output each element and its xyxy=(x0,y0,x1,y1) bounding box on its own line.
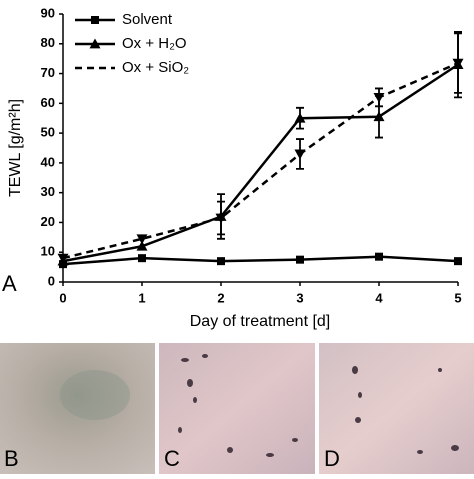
y-tick-label: 10 xyxy=(41,244,55,259)
marker xyxy=(217,257,225,266)
x-tick-label: 2 xyxy=(217,290,224,305)
marker xyxy=(136,234,148,245)
x-tick-label: 0 xyxy=(59,290,66,305)
series-line xyxy=(62,63,459,263)
legend-label: Ox + SiO₂ xyxy=(122,59,189,76)
marker xyxy=(373,111,385,122)
y-tick-label: 70 xyxy=(41,65,55,80)
y-tick-label: 40 xyxy=(41,154,55,169)
marker xyxy=(294,149,306,160)
marker xyxy=(452,58,464,69)
legend-marker xyxy=(91,16,99,24)
x-tick-label: 4 xyxy=(375,290,383,305)
photo-shade xyxy=(60,370,130,420)
photo-label: C xyxy=(164,446,180,471)
photo-b xyxy=(0,343,155,474)
series-line xyxy=(62,61,459,260)
y-axis-title: TEWL [g/m²h] xyxy=(7,99,24,197)
y-tick-label: 20 xyxy=(41,214,55,229)
photo-spots xyxy=(352,366,459,454)
x-tick-label: 1 xyxy=(138,290,145,305)
marker xyxy=(373,92,385,103)
marker xyxy=(294,112,306,123)
y-tick-label: 0 xyxy=(48,273,55,288)
legend-label: Ox + H₂O xyxy=(122,35,187,52)
x-axis-title: Day of treatment [d] xyxy=(190,313,331,330)
photo-label: D xyxy=(324,446,340,471)
y-tick-label: 30 xyxy=(41,184,55,199)
y-tick-label: 60 xyxy=(41,95,55,110)
y-tick-label: 80 xyxy=(41,35,55,50)
legend-marker xyxy=(89,38,101,49)
y-tick-label: 50 xyxy=(41,125,55,140)
marker xyxy=(136,240,148,251)
marker xyxy=(375,252,383,261)
x-tick-label: 3 xyxy=(296,290,303,305)
marker xyxy=(454,257,462,266)
x-tick-label: 5 xyxy=(454,290,461,305)
photo-spots xyxy=(178,354,298,457)
photo-c xyxy=(159,343,315,474)
y-tick-label: 90 xyxy=(41,5,55,20)
marker xyxy=(296,255,304,264)
photos: B C D xyxy=(0,343,474,474)
series-line xyxy=(62,255,459,266)
photo-label: B xyxy=(4,446,19,471)
photo-d xyxy=(319,343,474,474)
legend-label: Solvent xyxy=(122,11,173,28)
marker xyxy=(215,213,227,224)
marker xyxy=(57,253,69,264)
panel-label: A xyxy=(2,271,17,296)
marker xyxy=(138,254,146,263)
